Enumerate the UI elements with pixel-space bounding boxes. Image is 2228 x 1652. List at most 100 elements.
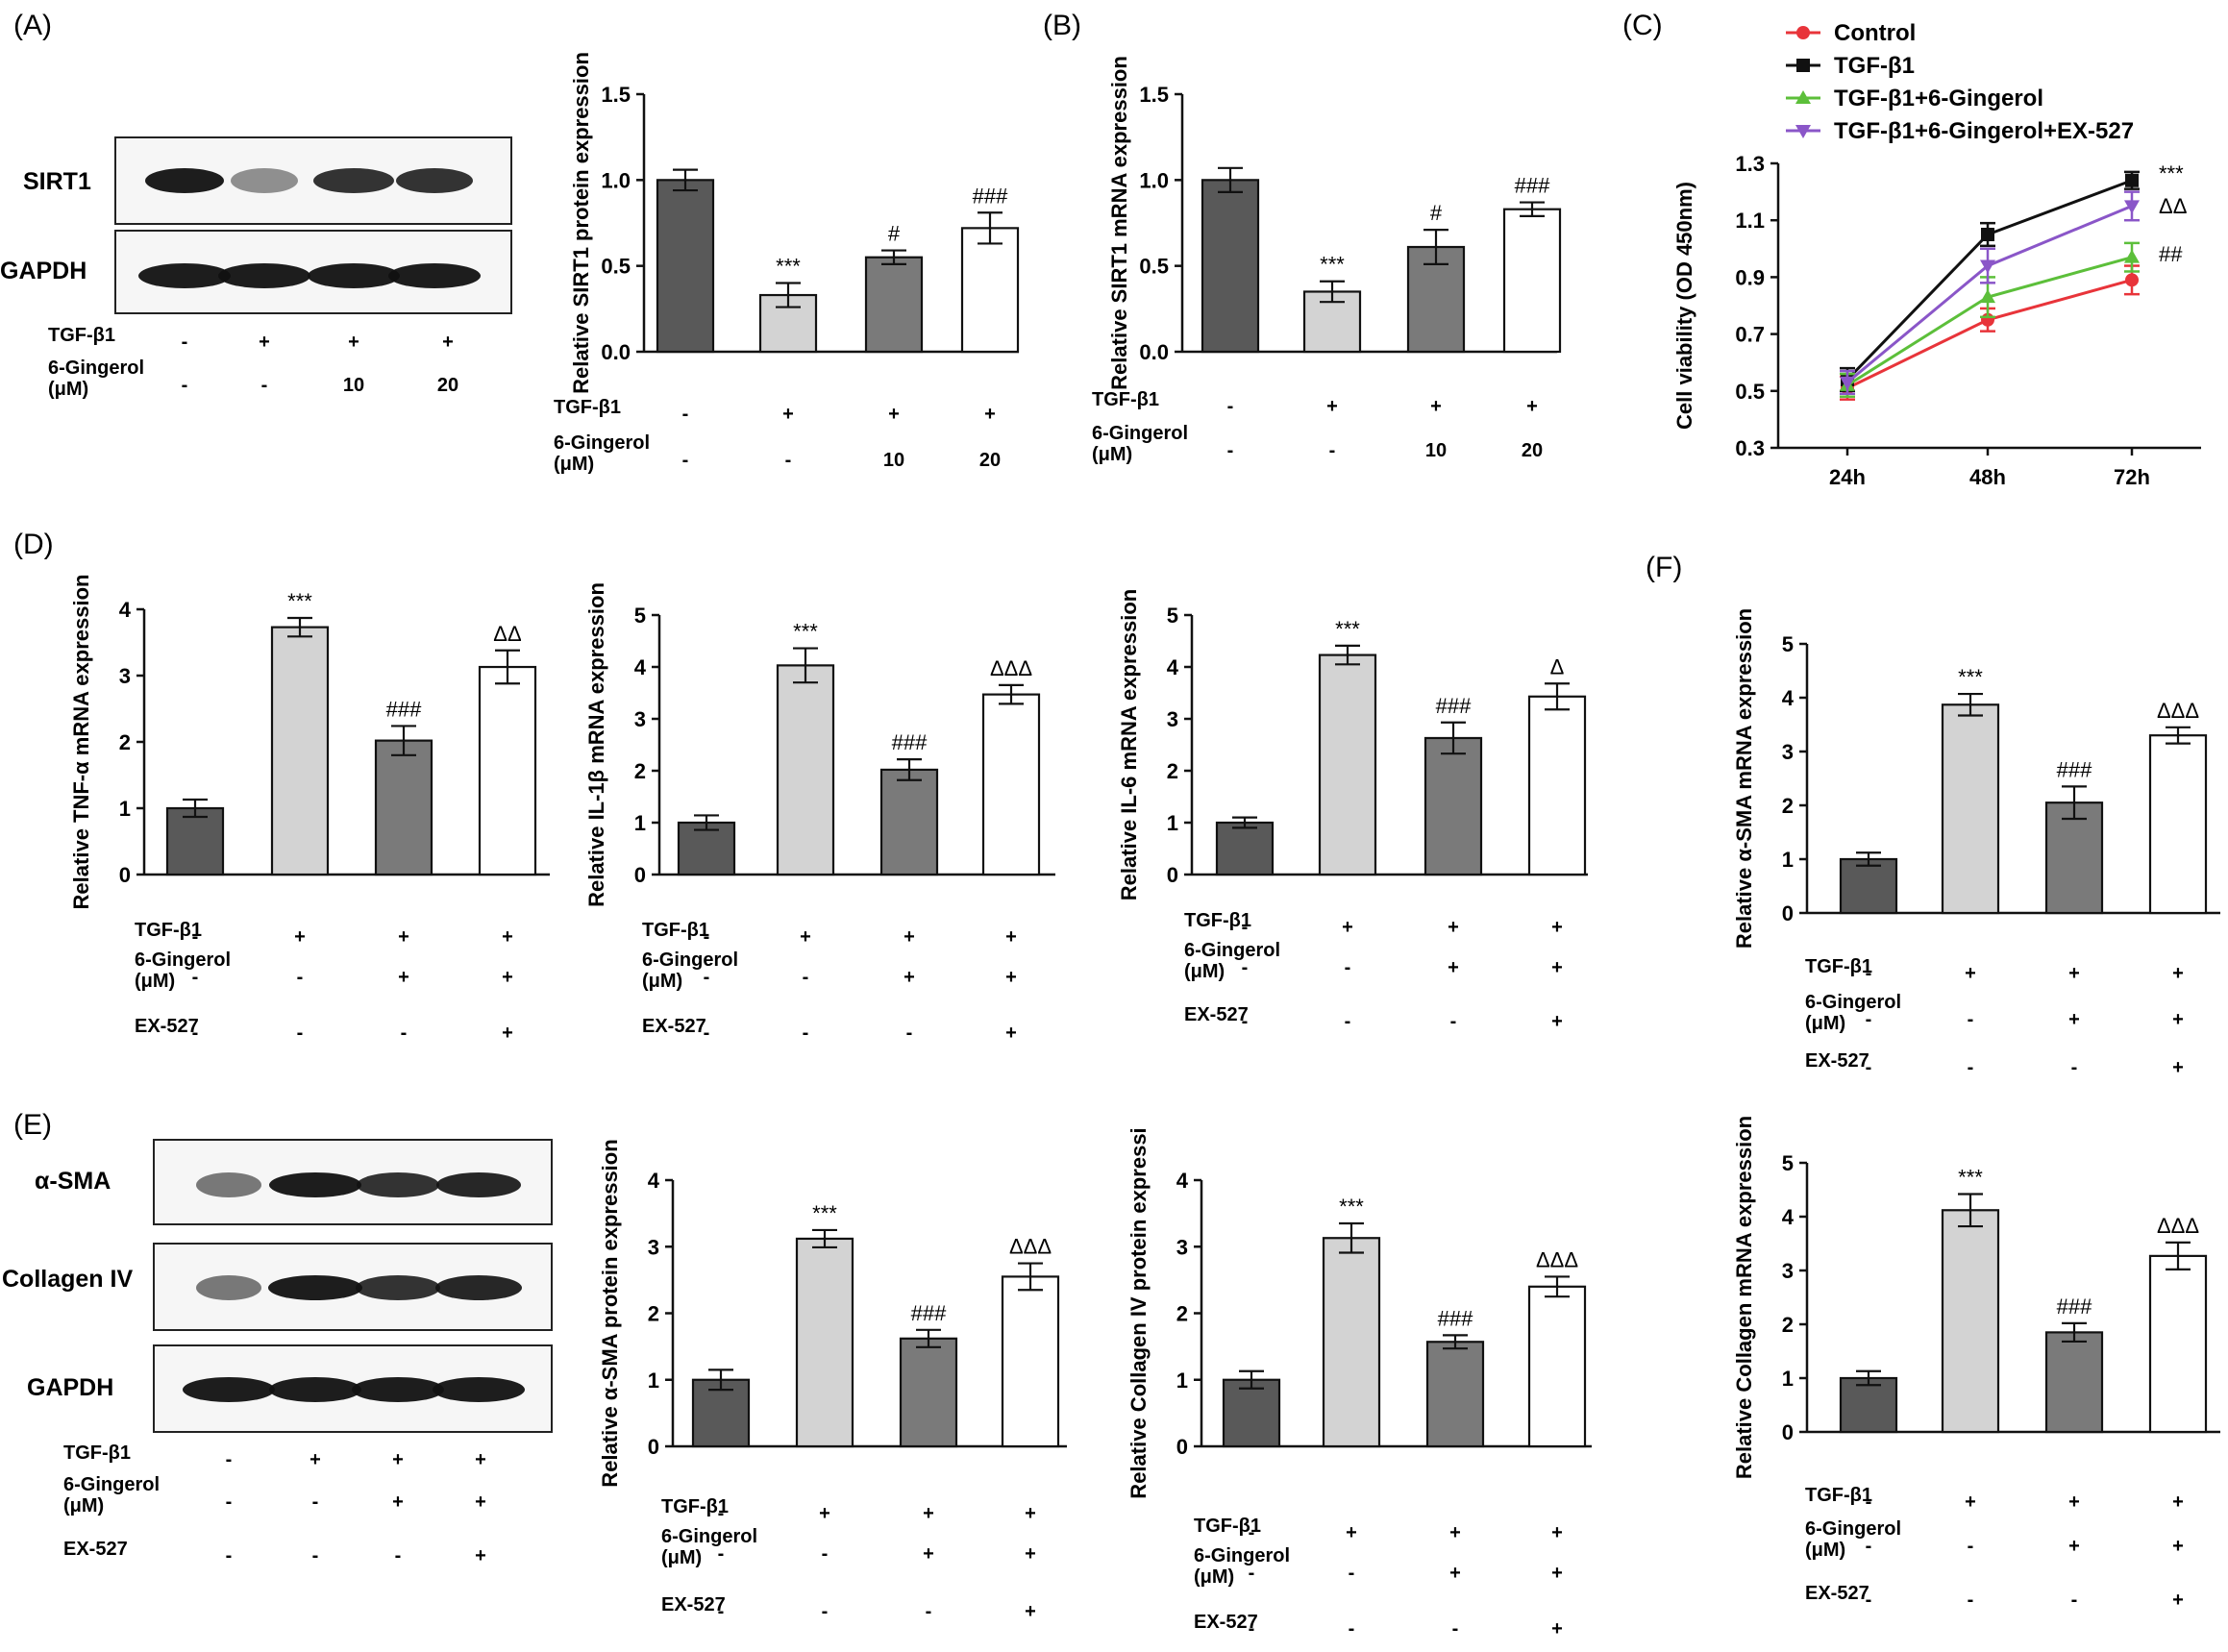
treatment-value: - (682, 450, 689, 471)
y-tick-label: 5 (1167, 604, 1178, 628)
y-axis-label: Cell viability (OD 450nm) (1672, 182, 1696, 430)
treatment-value: - (1866, 963, 1872, 984)
treatment-name: TGF-β1 (1092, 389, 1159, 410)
significance-label: *** (1339, 1195, 1364, 1219)
treatment-value: - (226, 1449, 233, 1470)
x-tick-label: 48h (1969, 465, 2006, 489)
bar (1001, 1275, 1060, 1448)
significance-label: ### (2057, 1294, 2092, 1319)
treatment-value: + (1025, 1503, 1036, 1524)
data-point (2125, 273, 2139, 287)
treatment-value: - (2071, 1057, 2078, 1078)
treatment-value: + (923, 1543, 934, 1565)
y-tick-label: 0.5 (601, 255, 631, 279)
treatment-value: + (782, 404, 794, 425)
y-tick-label: 4 (119, 598, 132, 622)
x-tick-label: 24h (1829, 465, 1866, 489)
treatment-value: - (1242, 957, 1249, 978)
treatment-value: + (1551, 1011, 1563, 1032)
y-tick-label: 1.1 (1735, 209, 1765, 233)
blot-band (357, 1172, 439, 1197)
treatment-value: - (803, 967, 809, 988)
treatment-value: - (1227, 396, 1234, 417)
treatment-value: - (1349, 1618, 1355, 1640)
treatment-name: 6-Gingerol (μM) (63, 1474, 160, 1516)
treatment-value: - (1452, 1618, 1459, 1640)
treatment-value: + (2172, 1057, 2184, 1078)
treatment-name: 6-Gingerol (μM) (554, 432, 650, 475)
treatment-value: + (1005, 1023, 1017, 1044)
panel-label-b: (B) (1043, 10, 1081, 41)
treatment-value: + (1965, 963, 1976, 984)
treatment-value: - (682, 404, 689, 425)
y-tick-label: 1 (1782, 1367, 1794, 1391)
chart-f-collagen-mrna: 0 1 2 3 4 5 Relative Collagen mRNA expression *… (1732, 1116, 2220, 1611)
treatment-value: + (392, 1449, 404, 1470)
treatment-name: 6-Gingerol (μM) (1805, 992, 1901, 1034)
treatment-value: - (182, 332, 188, 353)
y-tick-label: 0.5 (1735, 380, 1765, 404)
blot-label-alpha-sma: α-SMA (35, 1168, 111, 1195)
treatment-value: - (1866, 1536, 1872, 1557)
y-tick-label: 0 (648, 1435, 659, 1459)
treatment-name: TGF-β1 (63, 1442, 131, 1464)
treatment-value: - (926, 1601, 932, 1622)
y-tick-label: 3 (634, 707, 646, 731)
data-point (1980, 289, 1995, 304)
treatment-value: - (906, 1023, 913, 1044)
y-axis-label: Relative α-SMA mRNA expression (1732, 608, 1756, 949)
treatment-value: - (1968, 1590, 1974, 1611)
y-tick-label: 1.3 (1735, 152, 1765, 176)
y-axis-label: Relative IL-6 mRNA expression (1117, 589, 1141, 900)
treatment-value: - (401, 1023, 408, 1044)
treatment-name: EX-527 (1184, 1004, 1249, 1025)
treatment-value: - (718, 1503, 725, 1524)
treatment-name: EX-527 (135, 1016, 199, 1037)
bar (1322, 1237, 1381, 1448)
y-tick-label: 2 (1167, 759, 1178, 783)
treatment-value: - (261, 375, 268, 396)
bar (879, 768, 939, 876)
chart-d-il-6: 0 1 2 3 4 5 Relative IL-6 mRNA expression *** ##… (1117, 589, 1588, 1032)
y-tick-label: 1 (648, 1368, 659, 1393)
bar (2148, 1254, 2208, 1434)
panel-label-d: (D) (13, 529, 54, 560)
y-axis-label: Relative IL-1β mRNA expression (584, 582, 608, 907)
blot-band (138, 263, 231, 288)
blot-band (268, 1275, 362, 1300)
y-axis-label: Relative Collagen mRNA expression (1732, 1116, 1756, 1479)
treatment-value: + (1551, 957, 1563, 978)
y-tick-label: 5 (634, 604, 646, 628)
treatment-value: - (2071, 1590, 2078, 1611)
significance-label: ΔΔ (493, 622, 522, 646)
treatment-value: + (1005, 967, 1017, 988)
bar (1215, 821, 1275, 876)
treatment-value: + (2172, 1492, 2184, 1513)
treatment-name: TGF-β1 (554, 397, 621, 418)
treatment-value: + (2068, 1492, 2080, 1513)
treatment-value: 20 (437, 375, 458, 396)
bar (795, 1237, 854, 1448)
treatment-name: EX-527 (642, 1016, 706, 1037)
treatment-value: + (2172, 963, 2184, 984)
significance-label: ### (1436, 694, 1472, 718)
data-point (1840, 376, 1855, 390)
treatment-value: 10 (343, 375, 364, 396)
western-blot-a: SIRT1 GAPDH TGF-β1 - + + +6-Gingerol (μM) - - 10… (0, 136, 512, 400)
treatment-value: + (259, 332, 270, 353)
significance-label: *** (793, 620, 818, 644)
y-tick-label: 4 (1167, 655, 1179, 679)
treatment-value: - (182, 375, 188, 396)
treatment-name: 6-Gingerol (μM) (1092, 423, 1188, 465)
treatment-value: 10 (1425, 440, 1447, 461)
treatment-value: - (1329, 440, 1336, 461)
chart-d-il-1beta: 0 1 2 3 4 5 Relative IL-1β mRNA expression *** #… (584, 582, 1055, 1044)
treatment-value: + (1025, 1543, 1036, 1565)
treatment-value: + (904, 967, 915, 988)
treatment-value: + (442, 332, 454, 353)
treatment-name: TGF-β1 (661, 1496, 729, 1517)
y-tick-label: 2 (119, 730, 131, 754)
y-axis-label: Relative α-SMA protein expression (598, 1139, 622, 1487)
treatment-value: + (392, 1492, 404, 1513)
treatment-value: + (888, 404, 900, 425)
